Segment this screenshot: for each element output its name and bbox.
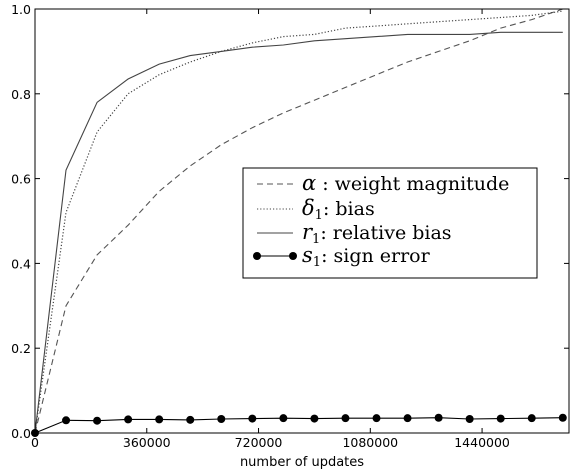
series-line-r1 <box>34 31 563 434</box>
x-tick-label: 720000 <box>235 435 283 450</box>
series-point-s1 <box>403 414 412 423</box>
series-point-s1 <box>155 415 164 424</box>
series-layer <box>31 8 567 437</box>
series-point-s1 <box>496 414 505 423</box>
series-point-s1 <box>372 414 381 423</box>
x-tick-label: 360000 <box>123 435 171 450</box>
legend-marker-s1 <box>289 252 297 260</box>
series-point-s1 <box>310 414 319 423</box>
legend-label-delta1: δ1: bias <box>302 196 375 223</box>
legend-marker-s1 <box>253 252 261 260</box>
series-point-s1 <box>93 416 102 425</box>
plot-frame <box>34 8 570 434</box>
series-point-s1 <box>217 415 226 424</box>
series-point-s1 <box>248 414 257 423</box>
x-tick-label: 1080000 <box>342 435 398 450</box>
series-point-s1 <box>434 413 443 422</box>
series-line-alpha <box>34 8 563 434</box>
y-tick-label: 0.4 <box>11 256 31 271</box>
series-line-s1 <box>34 417 563 434</box>
series-point-s1 <box>62 416 71 425</box>
series-point-s1 <box>558 413 567 422</box>
series-point-s1 <box>186 415 195 424</box>
legend-label-r1: r1: relative bias <box>302 220 452 247</box>
x-axis-title: number of updates <box>240 455 364 470</box>
x-tick-label: 1440000 <box>454 435 510 450</box>
series-line-delta1 <box>34 10 563 434</box>
series-point-s1 <box>124 415 133 424</box>
y-tick-label: 0.6 <box>11 172 31 187</box>
series-point-s1 <box>341 414 350 423</box>
series-point-s1 <box>279 414 288 423</box>
axes-layer: 0 360000 720000 1080000 1440000 0.0 0.2 0.4 0.6 0… <box>11 2 569 450</box>
legend-label-s1: s1: sign error <box>302 243 431 270</box>
y-tick-label: 0.8 <box>11 87 31 102</box>
series-point-s1 <box>527 414 536 423</box>
y-tick-label: 1.0 <box>11 2 31 17</box>
x-tick-label: 0 <box>31 435 39 450</box>
legend-label-alpha: α : weight magnitude <box>302 171 509 195</box>
series-point-s1 <box>465 415 474 424</box>
y-tick-label: 0.0 <box>11 426 31 441</box>
y-tick-label: 0.2 <box>11 341 31 356</box>
